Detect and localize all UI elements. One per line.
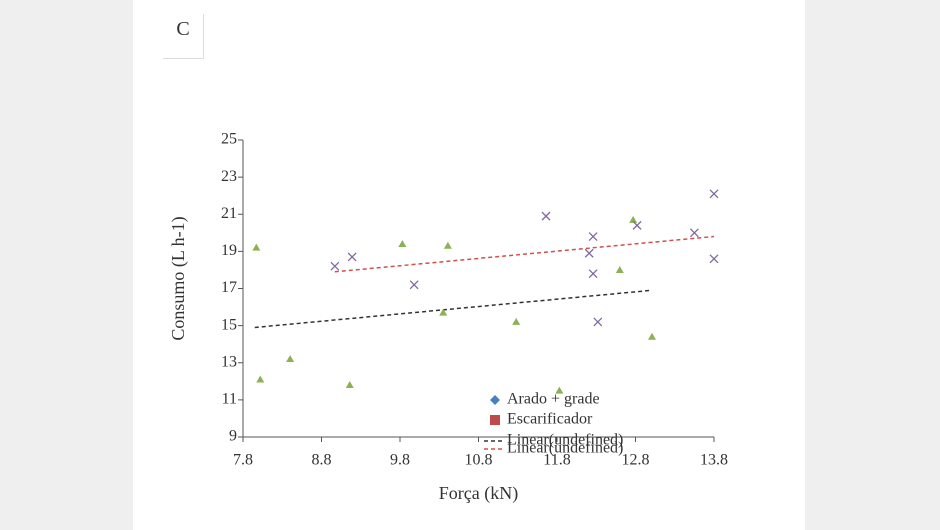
y-tick-label: 23 [221,168,237,185]
trendline [334,235,715,273]
legend-label: Linear(undefined) [507,432,623,449]
legend-label: Arado + grade [507,391,600,408]
y-tick-label: 21 [221,205,237,222]
point [709,189,719,199]
point [588,269,598,279]
x-tick-label: 7.8 [233,452,253,469]
trendline [254,289,652,329]
y-tick-label: 25 [221,131,237,148]
x-tick-label: 10.8 [465,452,493,469]
point [286,355,295,363]
point [398,239,407,247]
point [252,243,261,251]
x-tick-label: 12.8 [622,452,650,469]
point [541,211,551,221]
point [593,317,603,327]
point [588,232,598,241]
point [409,280,419,290]
point [330,261,340,271]
y-tick-label: 19 [221,242,237,259]
point [584,248,594,258]
x-tick-label: 11.8 [543,452,570,469]
legend-label: Linear(undefined) [507,440,623,457]
x-tick-label: 13.8 [700,452,728,469]
point [709,254,719,264]
x-axis-label: Força (kN) [439,483,518,504]
y-tick-label: 13 [221,353,237,370]
x-tick-label: 8.8 [312,452,332,469]
point [629,215,638,223]
panel [133,0,805,530]
point [632,220,642,230]
point [615,265,624,273]
point [512,317,521,325]
legend-marker [490,395,500,405]
point [345,381,354,389]
point [647,332,656,340]
legend-marker [490,415,500,425]
legend-label: Escarificador [507,411,593,428]
panel-label: C [163,14,204,59]
point [443,241,452,249]
y-tick-label: 11 [222,391,237,408]
point [689,228,699,238]
x-tick-label: 9.8 [390,452,410,469]
y-axis-label: Consumo (L h-1) [168,216,189,340]
y-tick-label: 15 [221,316,237,333]
point [256,375,265,383]
point [439,308,448,316]
point [555,386,564,394]
point [347,252,357,262]
y-tick-label: 9 [229,428,237,445]
y-tick-label: 17 [221,279,237,296]
